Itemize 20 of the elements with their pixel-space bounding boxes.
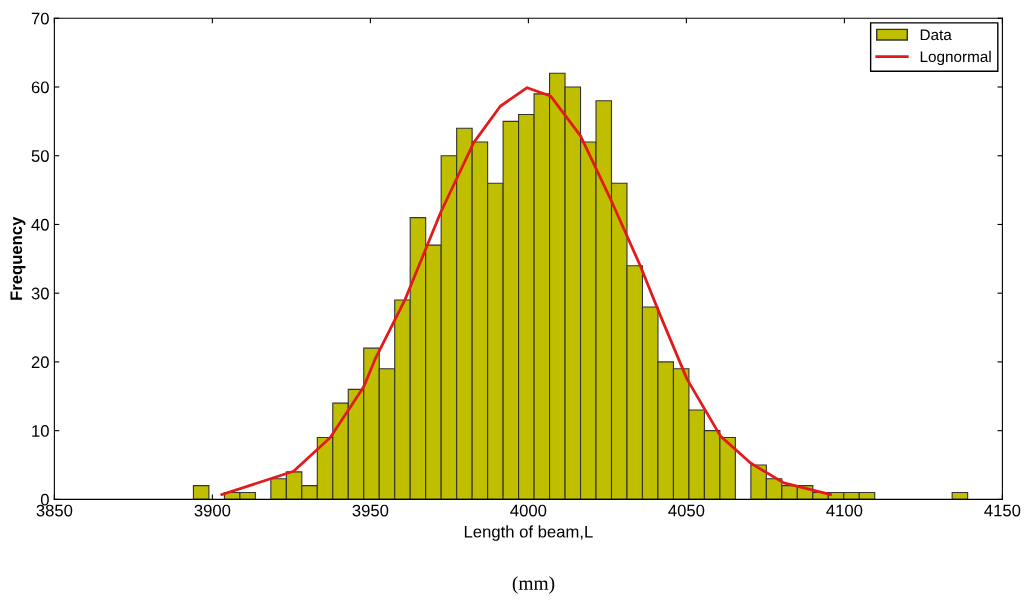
x-tick-label: 4100: [826, 504, 863, 517]
text: (mm): [512, 576, 555, 594]
y-tick-label: 40: [31, 218, 49, 231]
y-tick-label: 0: [40, 493, 49, 506]
y-tick-label: 50: [31, 150, 49, 162]
y-tick-label: 20: [31, 356, 49, 369]
legend-label: Lognormal: [920, 50, 991, 66]
x-tick-label: 3950: [352, 504, 389, 517]
y-tick-label: 70: [31, 12, 49, 25]
x-axis-title: Length of beam,L: [464, 525, 593, 541]
x-tick-label: 3850: [36, 504, 73, 517]
y-tick-label: 30: [31, 287, 49, 300]
x-tick-label: 3900: [194, 504, 231, 517]
x-tick-label: 4150: [984, 504, 1021, 517]
x-tick-label: 4000: [510, 504, 547, 517]
y-tick-label: 10: [32, 425, 49, 437]
x-tick-label: 4050: [668, 504, 705, 517]
y-tick-label: 60: [31, 81, 49, 94]
y-axis-title: Frequency: [10, 216, 26, 300]
legend-label: Data: [920, 29, 952, 41]
